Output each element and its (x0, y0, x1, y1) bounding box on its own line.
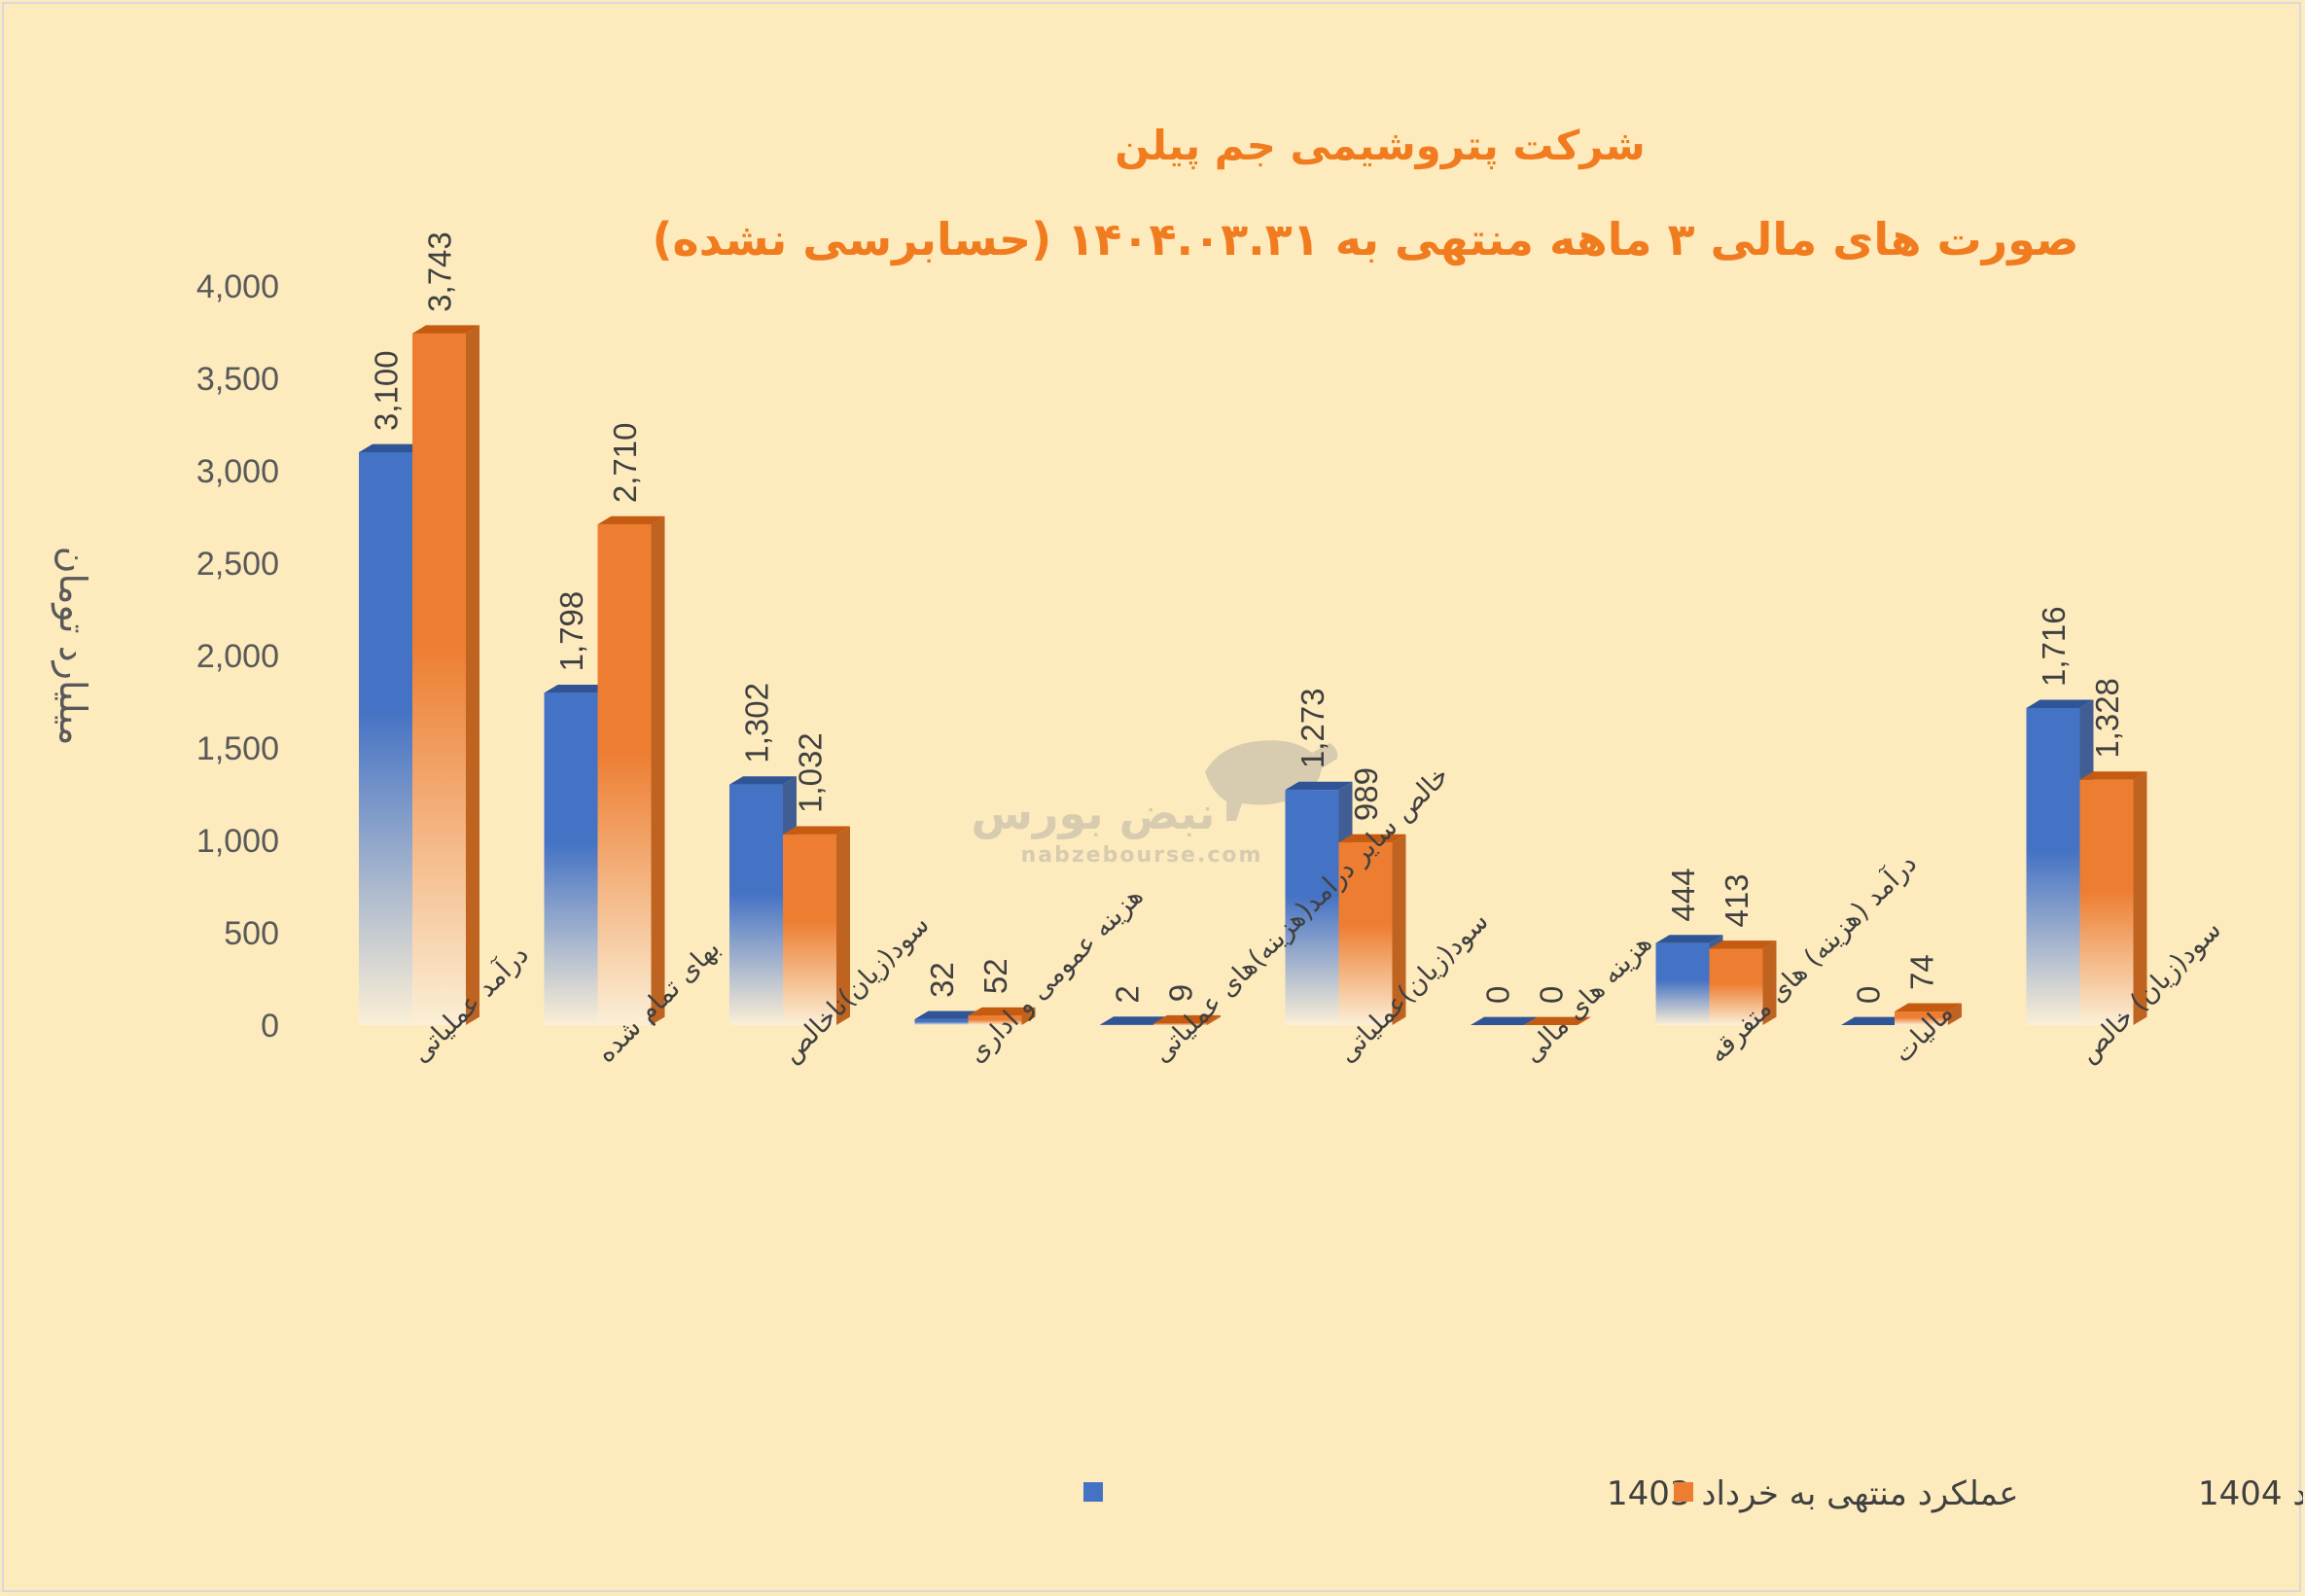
bar-1403 (1841, 1016, 1908, 1025)
bar-1403 (1285, 781, 1353, 1025)
bar-1404 (783, 826, 850, 1025)
legend: عملکرد منتهی به خرداد 1403 عملکرد منتهی … (1083, 1474, 2303, 1513)
bar-1404 (968, 1007, 1036, 1025)
chart-title: شرکت پتروشیمی جم پیلن (1115, 122, 1646, 170)
watermark: نبض بورس nabzebourse.com (972, 740, 1338, 868)
data-label: 2 (1110, 985, 1146, 1003)
data-label: 52 (977, 958, 1013, 994)
bar-1404 (1709, 940, 1777, 1025)
chart-subtitle: صورت های مالی ۳ ماهه منتهی به ۱۴۰۴.۰۳.۳۱… (652, 213, 2078, 266)
watermark-brand: نبض بورس (972, 787, 1216, 839)
data-label: 74 (1904, 954, 1940, 990)
bull-icon (1205, 740, 1338, 821)
watermark-url: nabzebourse.com (1021, 843, 1263, 868)
y-tick-label: 3,500 (196, 361, 279, 398)
data-label: 2,710 (607, 423, 643, 504)
y-tick-label: 4,000 (196, 268, 279, 305)
y-tick-label: 500 (224, 915, 279, 952)
y-tick-label: 1,500 (196, 730, 279, 767)
legend-swatch-1403 (1083, 1482, 1103, 1502)
bar-1403 (1471, 1016, 1538, 1025)
data-label: 32 (924, 962, 960, 998)
bar-1404 (1338, 833, 1406, 1025)
legend-label-1404: عملکرد منتهی به خرداد 1404 (2198, 1474, 2303, 1513)
data-label: 0 (1480, 986, 1516, 1004)
y-tick-label: 3,000 (196, 453, 279, 490)
bar-1404 (412, 325, 479, 1026)
bar-1404 (1895, 1003, 1962, 1025)
data-label: 444 (1665, 869, 1701, 922)
data-label: 413 (1719, 873, 1755, 927)
y-axis-label: میلیارد تومان (51, 547, 94, 746)
data-label: 0 (1851, 986, 1887, 1004)
y-tick-label: 2,500 (196, 546, 279, 583)
data-label: 1,798 (553, 591, 589, 672)
bar-1404 (2079, 771, 2147, 1025)
y-tick-label: 2,000 (196, 638, 279, 675)
bar-1404 (1153, 1014, 1221, 1025)
data-label: 9 (1163, 984, 1199, 1002)
bar-1404 (597, 515, 665, 1025)
data-label: 1,032 (793, 732, 829, 813)
y-tick-label: 1,000 (196, 823, 279, 860)
data-label: 1,716 (2036, 606, 2072, 687)
data-label: 1,328 (2089, 678, 2125, 759)
data-label: 1,302 (739, 683, 775, 763)
data-label: 3,100 (369, 350, 405, 431)
data-label: 1,273 (1294, 689, 1330, 769)
bar-1404 (1524, 1016, 1591, 1025)
data-label: 989 (1348, 767, 1384, 821)
data-label: 0 (1534, 986, 1570, 1004)
chart-canvas: شرکت پتروشیمی جم پیلن صورت های مالی ۳ ما… (51, 122, 2303, 1513)
data-label: 3,743 (422, 231, 458, 312)
legend-swatch-1404 (1674, 1482, 1693, 1502)
y-tick-label: 0 (261, 1008, 279, 1045)
legend-label-1403: عملکرد منتهی به خرداد 1403 (1607, 1474, 2019, 1513)
